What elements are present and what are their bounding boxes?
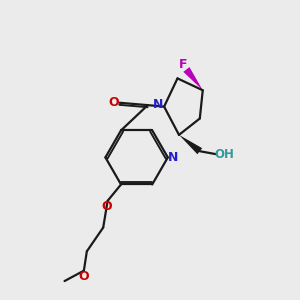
Text: N: N: [168, 151, 178, 164]
Text: O: O: [109, 96, 119, 109]
Text: O: O: [78, 270, 88, 283]
Text: O: O: [102, 200, 112, 213]
Polygon shape: [183, 67, 203, 90]
Text: N: N: [152, 98, 163, 111]
Text: F: F: [178, 58, 187, 70]
Polygon shape: [179, 135, 202, 154]
Text: OH: OH: [214, 148, 234, 161]
